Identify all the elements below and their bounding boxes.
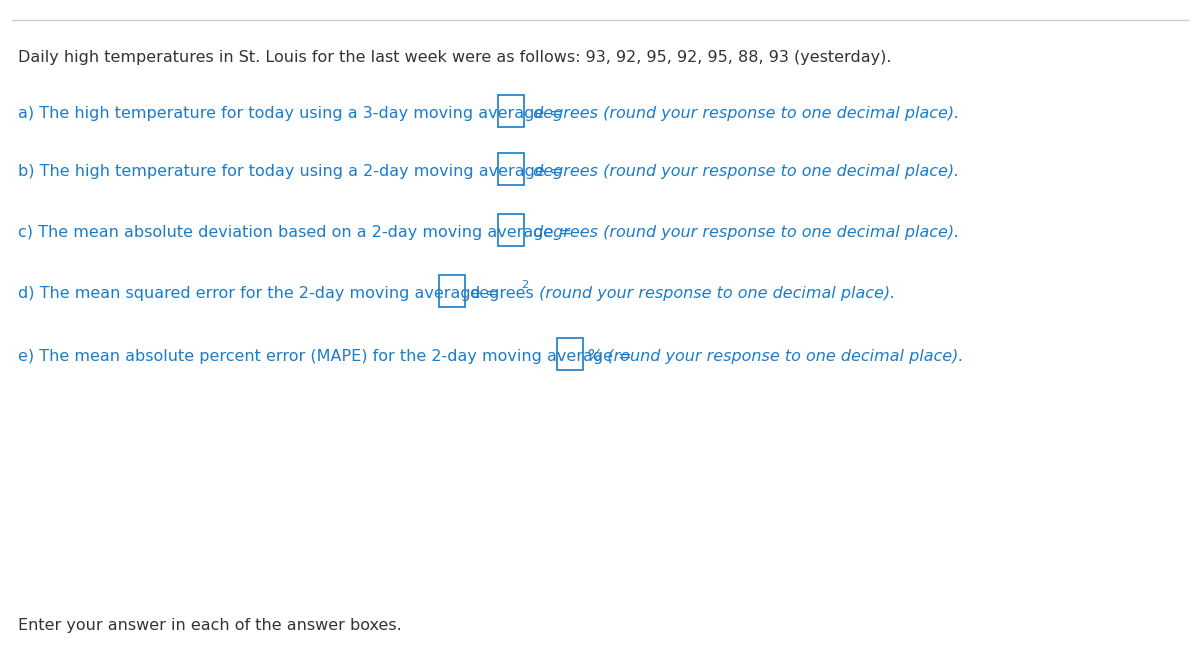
Text: % (round your response to one decimal place).: % (round your response to one decimal pl… [587, 349, 964, 364]
FancyBboxPatch shape [439, 275, 466, 307]
Text: Daily high temperatures in St. Louis for the last week were as follows: 93, 92, : Daily high temperatures in St. Louis for… [18, 50, 892, 65]
FancyBboxPatch shape [498, 214, 524, 246]
Text: degrees (round your response to one decimal place).: degrees (round your response to one deci… [528, 164, 959, 180]
Text: c) The mean absolute deviation based on a 2-day moving average =: c) The mean absolute deviation based on … [18, 225, 577, 241]
FancyBboxPatch shape [498, 153, 524, 185]
FancyBboxPatch shape [557, 337, 583, 369]
Text: (round your response to one decimal place).: (round your response to one decimal plac… [534, 286, 895, 302]
Text: d) The mean squared error for the 2-day moving average =: d) The mean squared error for the 2-day … [18, 286, 504, 302]
Text: degrees (round your response to one decimal place).: degrees (round your response to one deci… [528, 106, 959, 121]
Text: b) The high temperature for today using a 2-day moving average =: b) The high temperature for today using … [18, 164, 569, 180]
Text: e) The mean absolute percent error (MAPE) for the 2-day moving average =: e) The mean absolute percent error (MAPE… [18, 349, 637, 364]
Text: a) The high temperature for today using a 3-day moving average =: a) The high temperature for today using … [18, 106, 568, 121]
Text: degrees (round your response to one decimal place).: degrees (round your response to one deci… [528, 225, 959, 241]
FancyBboxPatch shape [498, 95, 524, 127]
Text: 2: 2 [522, 280, 529, 290]
Text: Enter your answer in each of the answer boxes.: Enter your answer in each of the answer … [18, 618, 402, 633]
Text: degrees: degrees [469, 286, 534, 302]
